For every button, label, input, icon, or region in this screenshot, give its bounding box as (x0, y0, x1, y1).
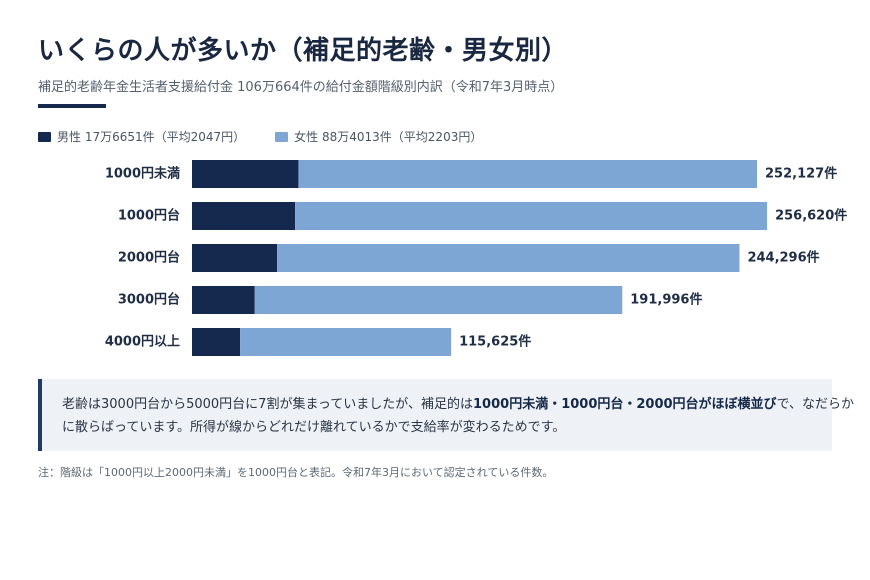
title-underline (38, 104, 106, 108)
category-label: 2000円台 (118, 250, 180, 266)
commentary-text-1b: で、なだらか (776, 397, 855, 412)
category-label: 3000円台 (118, 292, 180, 308)
legend-label-female: 女性 88万4013件（平均2203円） (294, 130, 483, 144)
footnote: 注：階級は「1000円以上2000円未満」を1000円台と表記。令和7年3月にお… (38, 466, 554, 479)
bar-male (192, 244, 278, 272)
bar-male (192, 286, 255, 314)
commentary-line-2: に散らばっています。所得が線からどれだけ離れているかで支給率が変わるためです。 (62, 420, 566, 435)
total-label: 191,996件 (630, 292, 702, 308)
total-label: 115,625件 (459, 334, 531, 350)
legend-label-male: 男性 17万6651件（平均2047円） (57, 130, 246, 144)
legend-swatch-female (275, 131, 289, 142)
page-title: いくらの人が多いか（補足的老齢・男女別） (38, 36, 569, 66)
commentary-line-1: 老齢は3000円台から5000円台に7割が集まっていましたが、補足的は1000円… (62, 393, 854, 416)
category-label: 4000円以上 (105, 335, 180, 350)
bar-male (192, 328, 241, 356)
legend-item-female: 女性 88万4013件（平均2203円） (275, 128, 482, 145)
legend-item-male: 男性 17万6651件（平均2047円） (38, 128, 245, 145)
category-label: 1000円台 (118, 208, 180, 224)
total-label: 256,620件 (775, 208, 847, 224)
bar-male (192, 160, 299, 188)
bar-chart: 1000円未満 252,127件 1000円台 256,620件 2000円台 244,2… (105, 160, 847, 356)
category-label: 1000円未満 (105, 166, 180, 182)
bar-female (277, 244, 740, 272)
bar-female (298, 160, 757, 188)
commentary-box: 老齢は3000円台から5000円台に7割が集まっていましたが、補足的は1000円… (38, 379, 854, 451)
total-label: 252,127件 (765, 166, 837, 182)
total-label: 244,296件 (747, 250, 819, 266)
page-subtitle: 補足的老齢年金生活者支援給付金 106万664件の給付金額階級別内訳（令和7年3… (38, 80, 564, 95)
bar-female (295, 202, 768, 230)
commentary-emphasis: 1000円未満・1000円台・2000円台がほぼ横並び (473, 397, 777, 412)
legend-swatch-male (38, 131, 51, 142)
bar-female (240, 328, 452, 356)
bar-male (192, 202, 296, 230)
chart-legend: 男性 17万6651件（平均2047円） 女性 88万4013件（平均2203円… (38, 128, 512, 145)
commentary-text-1a: 老齢は3000円台から5000円台に7割が集まっていましたが、補足的は (62, 397, 474, 412)
bar-female (254, 286, 623, 314)
